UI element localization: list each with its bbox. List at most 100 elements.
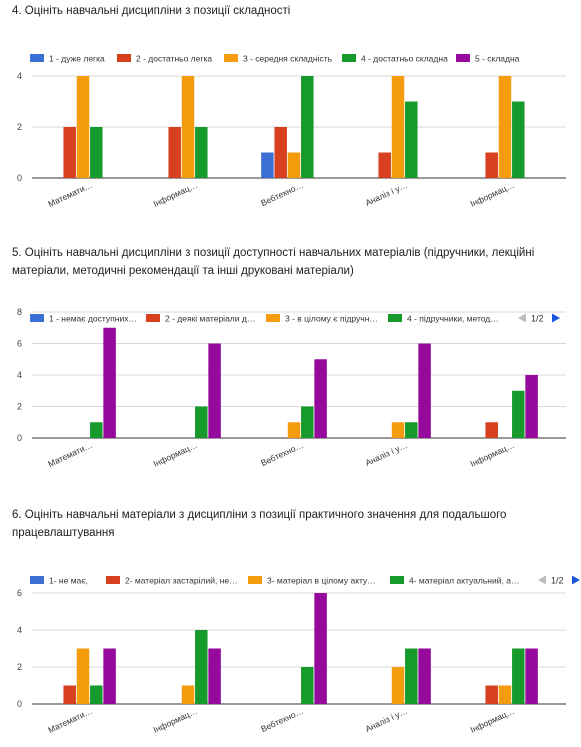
- bar-series-5-cat-3[interactable]: [314, 359, 327, 438]
- chart-2: 0 2 4 6 8 Математи… Інформац… Вебтехно… Аналіз і…: [17, 307, 566, 469]
- bar-series-4-cat-3[interactable]: [301, 406, 314, 439]
- category-label: Інформац…: [469, 440, 516, 469]
- legend-page-indicator: 1/2: [531, 314, 544, 324]
- y-tick-label: 2: [17, 662, 22, 672]
- bar-series-4-cat-1[interactable]: [90, 127, 103, 178]
- chart-3-title: 6. Оцініть навчальні матеріали з дисципл…: [12, 509, 507, 539]
- bar-series-3-cat-2[interactable]: [181, 76, 195, 178]
- category-label: Інформац…: [152, 440, 199, 469]
- bar-series-4-cat-5[interactable]: [512, 390, 525, 438]
- chart-2-title: 5. Оцініть навчальні дисципліни з позиці…: [12, 247, 535, 277]
- bar-series-5-cat-1[interactable]: [103, 648, 116, 705]
- legend-swatch: [390, 576, 404, 584]
- legend-swatch: [342, 54, 356, 62]
- legend-entry: 2- матеріал застарілий, не…: [125, 576, 238, 586]
- category-label: Вебтехно…: [259, 706, 305, 734]
- bar-series-4-cat-1[interactable]: [90, 422, 103, 438]
- category-label: Інформац…: [152, 180, 199, 209]
- legend-swatch: [117, 54, 131, 62]
- y-tick-label: 6: [17, 339, 22, 349]
- bar-series-1-cat-3[interactable]: [261, 152, 274, 179]
- bar-series-4-cat-1[interactable]: [90, 685, 103, 705]
- legend-prev-icon[interactable]: [538, 575, 546, 585]
- legend-entry: 1 - немає доступних…: [49, 314, 137, 324]
- legend-entry: 3 - середня складність: [243, 54, 333, 64]
- bar-series-4-cat-4[interactable]: [405, 422, 418, 438]
- legend-swatch: [224, 54, 238, 62]
- bar-series-2-cat-5[interactable]: [485, 685, 498, 705]
- bar-series-5-cat-2[interactable]: [208, 648, 221, 705]
- y-tick-label: 8: [17, 307, 22, 317]
- bar-series-3-cat-1[interactable]: [76, 76, 90, 178]
- bar-series-5-cat-1[interactable]: [103, 327, 116, 438]
- legend-swatch: [388, 314, 402, 322]
- y-tick-label: 0: [17, 699, 22, 709]
- bar-series-3-cat-3[interactable]: [287, 422, 301, 438]
- category-label: Математи…: [46, 440, 94, 469]
- y-tick-label: 0: [17, 433, 22, 443]
- bar-series-3-cat-5[interactable]: [498, 76, 512, 178]
- bar-series-3-cat-4[interactable]: [391, 667, 405, 704]
- legend-swatch: [248, 576, 262, 584]
- bar-series-4-cat-2[interactable]: [195, 406, 208, 439]
- bar-series-2-cat-3[interactable]: [274, 127, 287, 178]
- y-tick-label: 6: [17, 588, 22, 598]
- category-label: Аналіз і у…: [364, 180, 409, 208]
- legend-next-icon[interactable]: [572, 575, 580, 585]
- bar-series-4-cat-4[interactable]: [405, 101, 418, 179]
- bar-series-4-cat-2[interactable]: [195, 630, 208, 704]
- bar-series-3-cat-3[interactable]: [287, 152, 301, 179]
- legend-swatch: [30, 54, 44, 62]
- y-tick-label: 4: [17, 625, 22, 635]
- y-tick-label: 2: [17, 122, 22, 132]
- legend-entry: 2 - деякі матеріали д…: [165, 314, 255, 324]
- y-tick-label: 4: [17, 71, 22, 81]
- category-label: Вебтехно…: [259, 440, 305, 468]
- legend-page-indicator: 1/2: [551, 576, 564, 586]
- legend-entry: 4 - підручники, метод…: [407, 314, 499, 324]
- bar-series-5-cat-5[interactable]: [525, 375, 538, 438]
- legend-swatch: [106, 576, 120, 584]
- legend-swatch: [30, 314, 44, 322]
- bar-series-2-cat-1[interactable]: [63, 127, 76, 178]
- legend-next-icon[interactable]: [552, 313, 560, 323]
- category-label: Інформац…: [469, 706, 516, 735]
- chart-1-title: 4. Оцініть навчальні дисципліни з позиці…: [12, 5, 291, 17]
- y-tick-label: 0: [17, 173, 22, 183]
- category-label: Математи…: [46, 180, 94, 209]
- bar-series-4-cat-5[interactable]: [512, 101, 525, 179]
- legend-entry: 1 - дуже легка: [49, 54, 105, 64]
- bar-series-2-cat-4[interactable]: [378, 152, 391, 179]
- legend-prev-icon[interactable]: [518, 313, 526, 323]
- bar-series-3-cat-2[interactable]: [181, 685, 195, 705]
- bar-series-4-cat-4[interactable]: [405, 648, 418, 705]
- legend-entry: 3 - в цілому є підручн…: [285, 314, 378, 324]
- legend-entry: 1- не має,: [49, 576, 88, 586]
- legend-entry: 2 - достатньо легка: [136, 54, 212, 64]
- bar-series-3-cat-1[interactable]: [76, 648, 90, 705]
- chart-1: 0 2 4 Математи… Інформац… Вебтехно… Аналіз і у…: [17, 54, 566, 209]
- bar-series-5-cat-2[interactable]: [208, 343, 221, 439]
- bar-series-5-cat-4[interactable]: [418, 343, 431, 439]
- category-label: Аналіз і у…: [364, 440, 409, 468]
- legend-entry: 4 - достатньо складна: [361, 54, 448, 64]
- bar-series-3-cat-4[interactable]: [391, 422, 405, 438]
- bar-series-5-cat-4[interactable]: [418, 648, 431, 705]
- bar-series-5-cat-5[interactable]: [525, 648, 538, 705]
- bar-series-4-cat-3[interactable]: [301, 76, 314, 178]
- bar-series-4-cat-5[interactable]: [512, 648, 525, 705]
- bar-series-2-cat-2[interactable]: [168, 127, 181, 178]
- y-tick-label: 2: [17, 402, 22, 412]
- bar-series-2-cat-1[interactable]: [63, 685, 76, 705]
- bar-series-4-cat-2[interactable]: [195, 127, 208, 178]
- bar-series-3-cat-5[interactable]: [498, 685, 512, 705]
- category-label: Інформац…: [152, 706, 199, 735]
- bar-series-2-cat-5[interactable]: [485, 422, 498, 438]
- y-tick-label: 4: [17, 370, 22, 380]
- bar-series-4-cat-3[interactable]: [301, 667, 314, 704]
- bar-series-3-cat-4[interactable]: [391, 76, 405, 178]
- bar-series-2-cat-5[interactable]: [485, 152, 498, 179]
- legend-entry: 5 - складна: [475, 54, 520, 64]
- legend-swatch: [30, 576, 44, 584]
- bar-series-5-cat-3[interactable]: [314, 593, 327, 704]
